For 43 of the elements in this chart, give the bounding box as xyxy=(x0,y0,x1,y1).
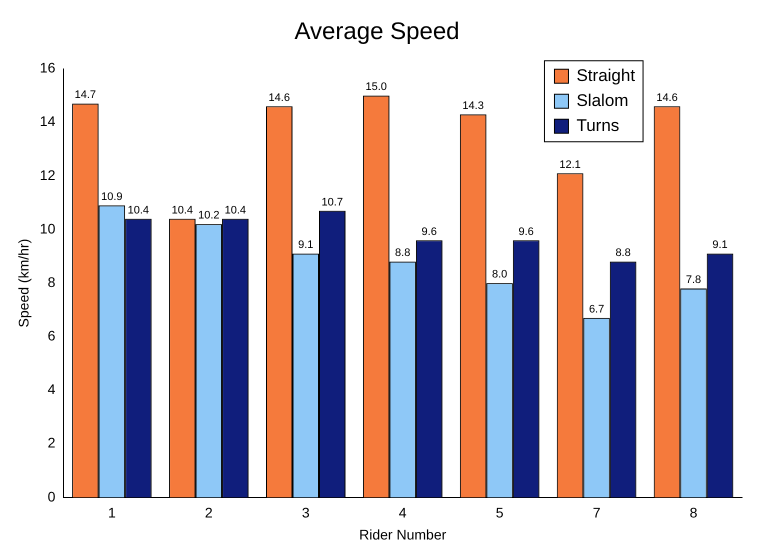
y-tick-label: 0 xyxy=(48,488,56,504)
y-tick-label: 8 xyxy=(48,274,56,290)
data-label: 10.9 xyxy=(101,190,123,203)
legend-label: Turns xyxy=(576,116,620,135)
x-axis-title: Rider Number xyxy=(359,526,447,542)
x-tick-label: 3 xyxy=(302,504,310,521)
data-label: 14.7 xyxy=(74,89,96,102)
data-label: 9.1 xyxy=(298,239,314,252)
y-tick-label: 10 xyxy=(40,220,56,236)
data-label: 10.4 xyxy=(128,204,150,216)
data-label: 7.8 xyxy=(686,274,702,286)
data-label: 10.4 xyxy=(224,204,246,216)
y-tick-label: 16 xyxy=(40,60,56,76)
y-tick-label: 12 xyxy=(40,166,56,183)
data-label: 10.7 xyxy=(322,196,343,208)
data-label: 8.0 xyxy=(492,268,508,281)
legend-label: Slalom xyxy=(576,90,628,110)
y-tick-label: 6 xyxy=(48,328,56,344)
y-tick-label: 14 xyxy=(40,113,56,130)
x-tick-label: 7 xyxy=(592,504,601,521)
data-label: 14.3 xyxy=(462,100,484,112)
x-tick-label: 1 xyxy=(108,504,116,521)
data-label: 9.6 xyxy=(422,226,437,238)
data-label: 10.2 xyxy=(198,210,220,222)
data-label: 8.8 xyxy=(395,247,410,260)
data-label: 9.1 xyxy=(712,239,728,252)
x-tick-label: 4 xyxy=(398,504,407,521)
data-label: 14.6 xyxy=(656,92,678,104)
x-tick-label: 8 xyxy=(690,504,698,521)
data-label: 15.0 xyxy=(365,81,387,94)
data-label: 9.6 xyxy=(518,226,534,238)
x-tick-label: 5 xyxy=(496,504,504,521)
data-label: 10.4 xyxy=(172,204,194,216)
legend-label: Straight xyxy=(576,66,636,85)
x-tick-label: 2 xyxy=(204,504,213,521)
y-tick-label: 2 xyxy=(48,434,56,451)
data-label: 14.6 xyxy=(268,92,290,104)
y-tick-label: 4 xyxy=(48,381,56,398)
chart-title: Average Speed xyxy=(294,18,460,46)
data-label: 12.1 xyxy=(559,158,581,171)
data-label: 8.8 xyxy=(615,247,631,260)
y-axis-title: Speed (km/hr) xyxy=(15,238,32,328)
data-label: 6.7 xyxy=(588,303,604,316)
